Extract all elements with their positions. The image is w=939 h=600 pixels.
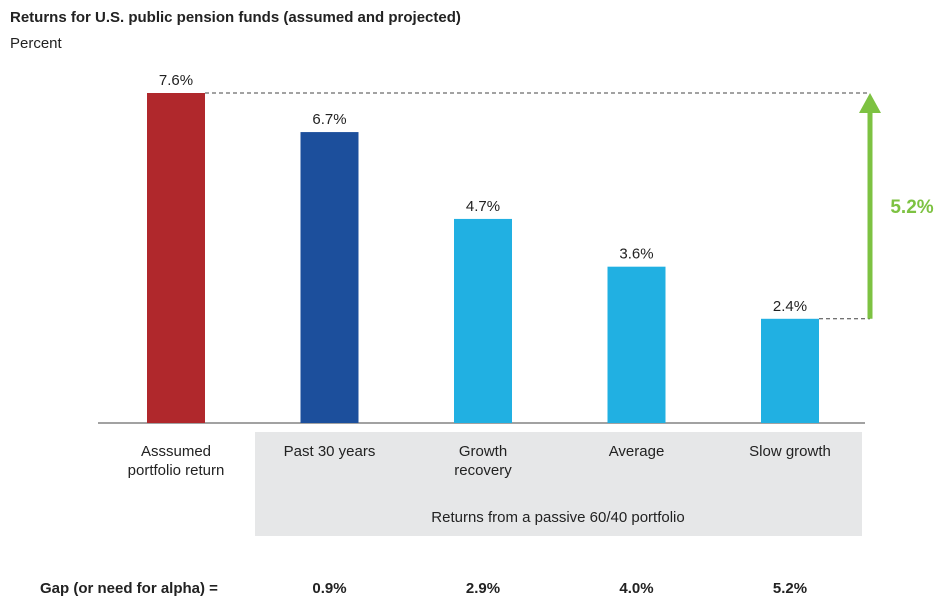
data-label: 3.6% xyxy=(619,246,653,263)
x-tick-label: Growth recovery xyxy=(454,443,512,479)
gap-arrow-head xyxy=(859,93,881,113)
x-tick-label: Slow growth xyxy=(749,443,831,460)
gap-label: Gap (or need for alpha) = xyxy=(40,580,218,597)
x-tick-label: Average xyxy=(608,443,665,460)
data-label: 7.6% xyxy=(159,72,193,89)
gap-annotation: 5.2% xyxy=(890,197,933,218)
bar xyxy=(300,132,359,423)
bar xyxy=(761,318,819,423)
gap-value: 0.9% xyxy=(312,580,346,597)
bar xyxy=(454,218,512,423)
chart-title: Returns for U.S. public pension funds (a… xyxy=(10,9,461,26)
data-label: 4.7% xyxy=(466,198,500,215)
gap-value: 4.0% xyxy=(619,580,653,597)
data-label: 2.4% xyxy=(773,298,807,315)
x-tick-label: Asssumed portfolio return xyxy=(127,443,225,479)
bar xyxy=(147,93,205,423)
bar xyxy=(607,266,666,423)
x-tick-label: Past 30 years xyxy=(283,443,376,460)
chart-subtitle: Percent xyxy=(10,35,63,52)
group-label: Returns from a passive 60/40 portfolio xyxy=(431,509,684,526)
gap-value: 5.2% xyxy=(773,580,807,597)
group-box xyxy=(255,432,862,536)
data-label: 6.7% xyxy=(312,111,346,128)
gap-value: 2.9% xyxy=(466,580,500,597)
